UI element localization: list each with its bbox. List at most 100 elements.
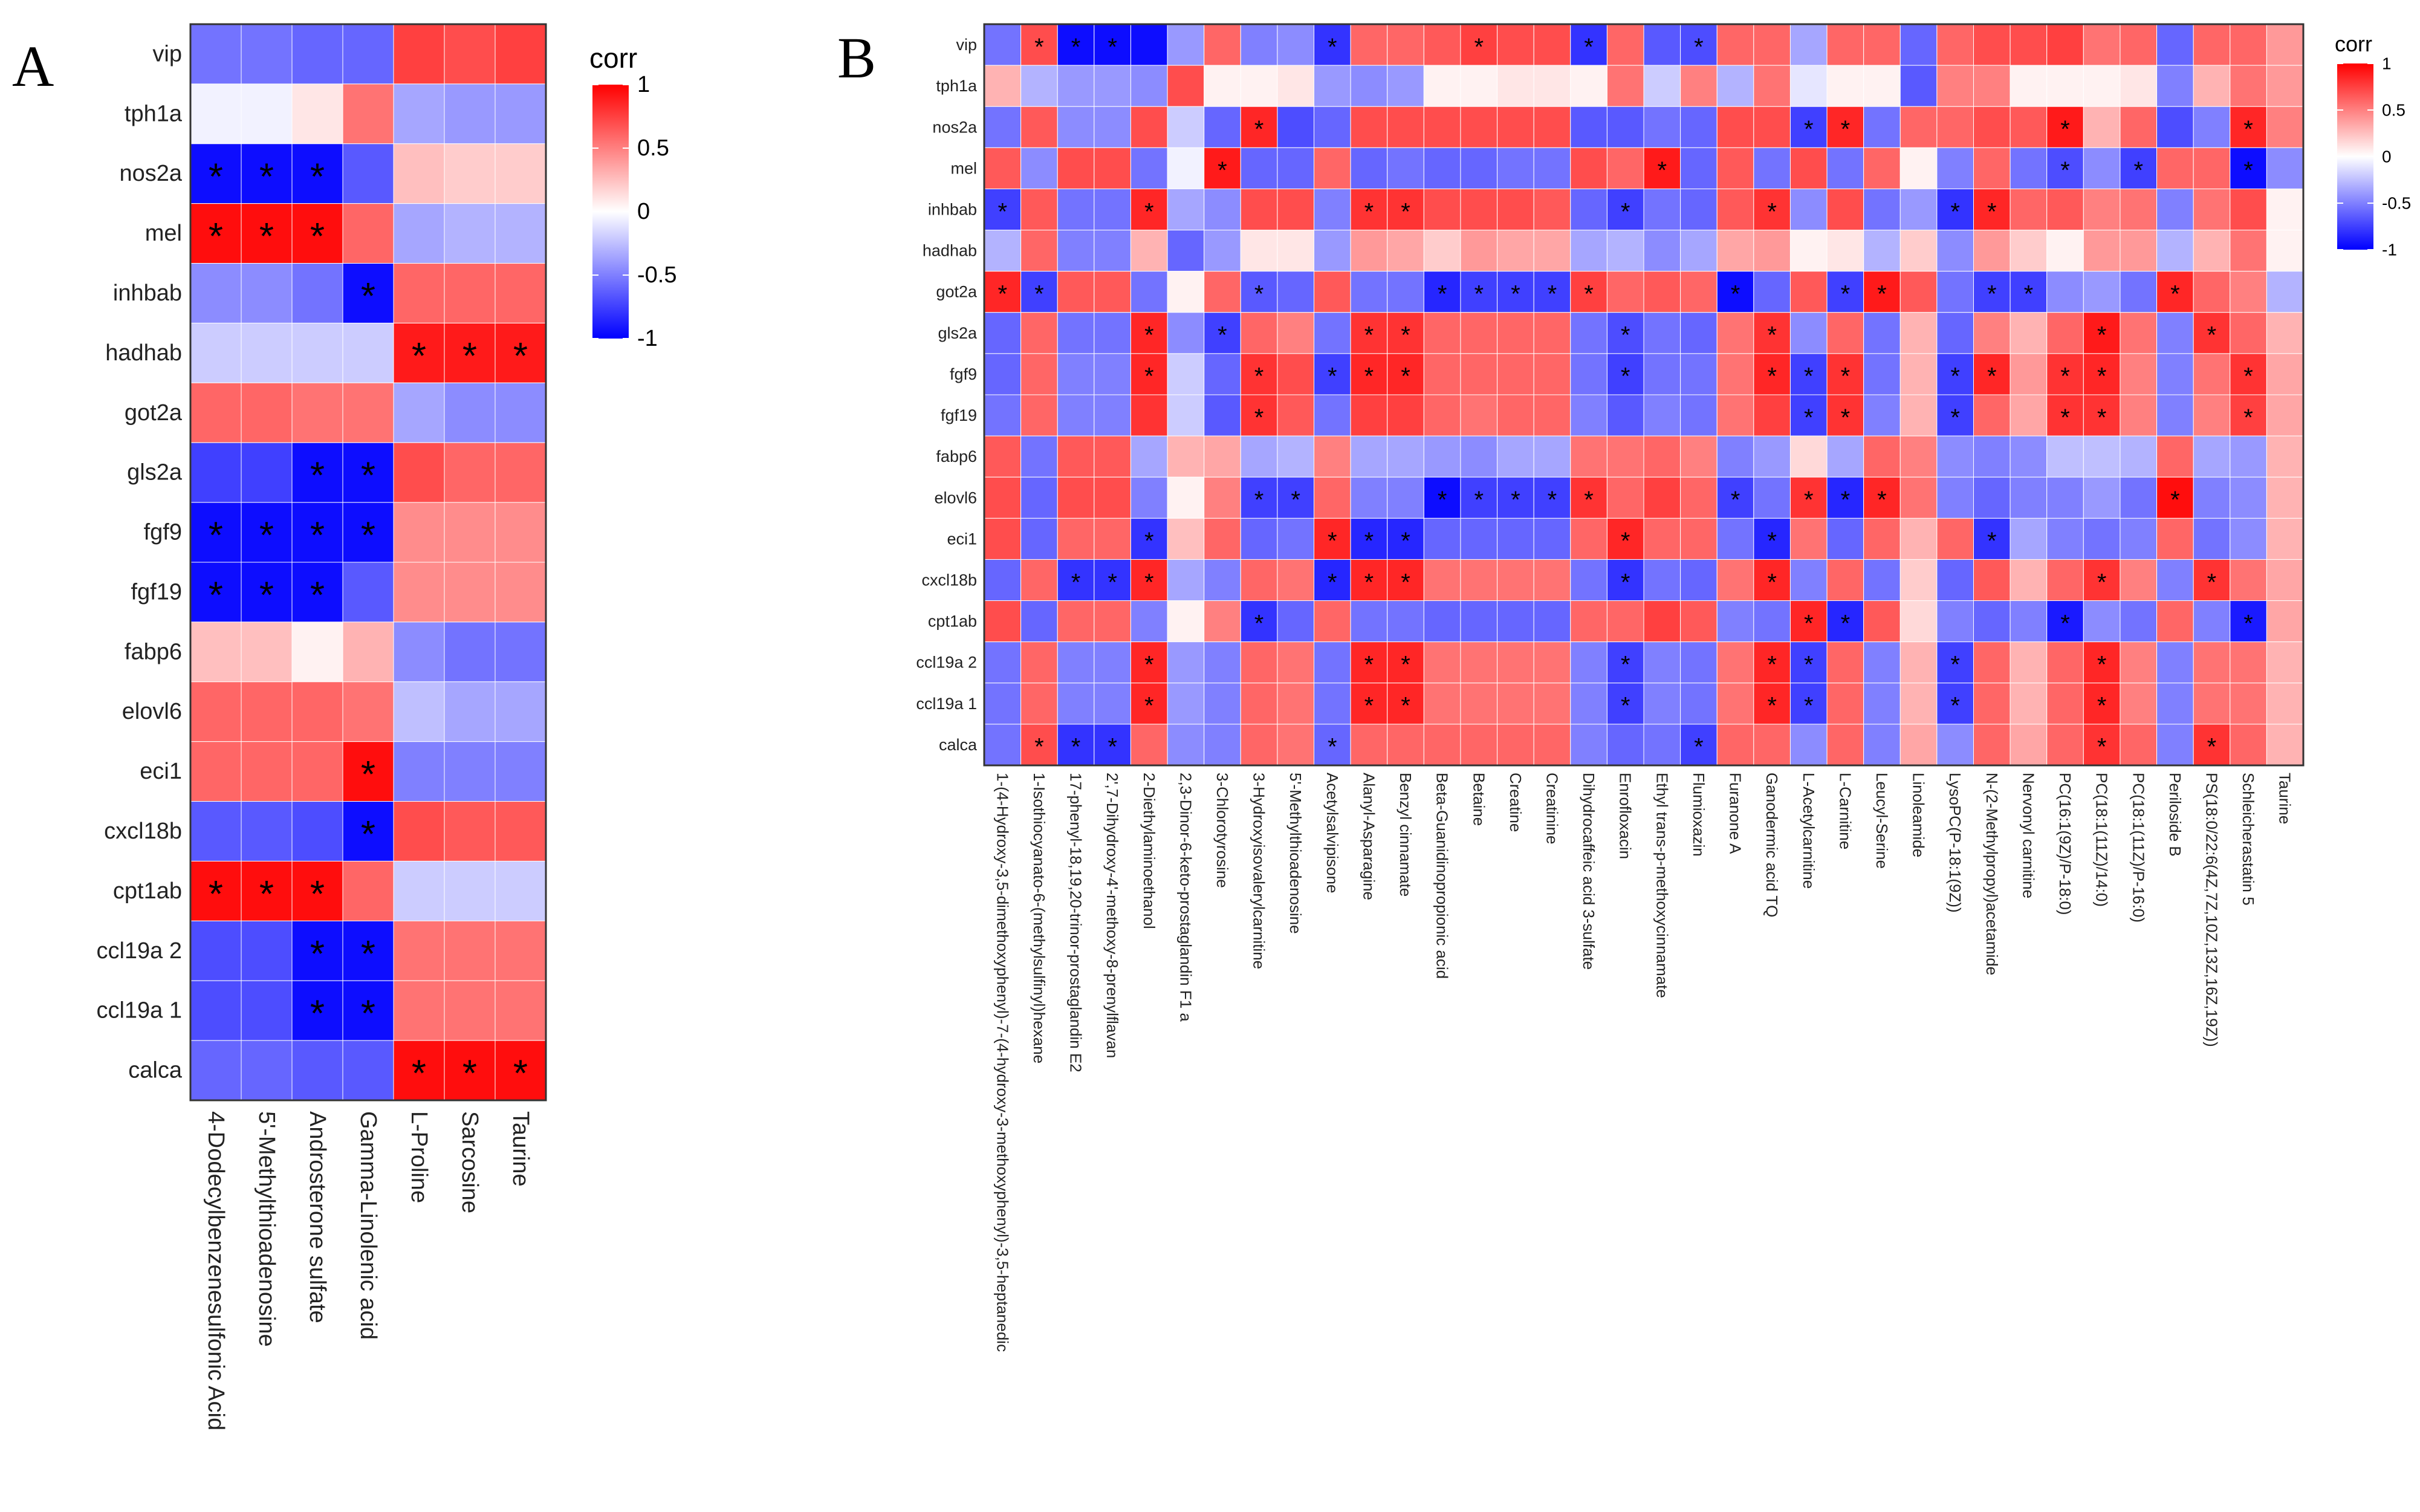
row-label: fgf19 bbox=[941, 406, 977, 424]
significance-star: * bbox=[1291, 487, 1300, 513]
heatmap-cell bbox=[1167, 147, 1205, 189]
significance-star: * bbox=[2097, 322, 2107, 349]
significance-star: * bbox=[1804, 363, 1814, 390]
heatmap-cell bbox=[1643, 24, 1681, 66]
heatmap-cell bbox=[1350, 724, 1388, 766]
heatmap-cell bbox=[2046, 106, 2084, 148]
row-label: hadhab bbox=[923, 242, 977, 260]
heatmap-cell bbox=[1240, 271, 1278, 313]
significance-star: * bbox=[462, 336, 477, 377]
heatmap-cell bbox=[190, 562, 242, 623]
legend-b-ticks: 1 0.5 0 -0.5 -1 bbox=[2337, 54, 2411, 259]
significance-star: * bbox=[1254, 281, 1264, 308]
column-label: 1-(4-Hydroxy-3,5-dimethoxyphenyl)-7-(4-h… bbox=[993, 773, 1011, 1352]
significance-star: * bbox=[2060, 157, 2070, 184]
heatmap-cell bbox=[1826, 476, 1864, 519]
significance-star: * bbox=[1950, 693, 1960, 719]
heatmap-cell bbox=[2230, 518, 2267, 560]
row-label: hadhab bbox=[105, 340, 182, 366]
heatmap-cell bbox=[1643, 600, 1681, 643]
column-label: Nervonyl carnitine bbox=[2019, 773, 2037, 898]
heatmap-cell bbox=[495, 322, 547, 383]
heatmap-cell bbox=[1936, 435, 1974, 478]
significance-star: * bbox=[2097, 569, 2107, 595]
significance-star: * bbox=[1621, 652, 1630, 678]
significance-star: * bbox=[412, 336, 426, 377]
heatmap-cell bbox=[2083, 394, 2121, 436]
heatmap-cell bbox=[2083, 106, 2121, 148]
heatmap-cell bbox=[984, 683, 1022, 725]
significance-star: * bbox=[209, 156, 223, 198]
heatmap-cell bbox=[2266, 106, 2304, 148]
significance-star: * bbox=[361, 933, 375, 975]
panel-b-legend: corr 1 0.5 0 -0.5 -1 bbox=[2335, 31, 2411, 259]
heatmap-cell bbox=[1094, 600, 1131, 643]
heatmap-cell bbox=[1387, 65, 1424, 107]
heatmap-cell bbox=[1533, 559, 1571, 602]
column-label: Flumioxazin bbox=[1690, 773, 1708, 857]
heatmap-cell bbox=[1387, 230, 1424, 272]
significance-star: * bbox=[1584, 34, 1594, 60]
heatmap-cell bbox=[1204, 65, 1241, 107]
heatmap-cell bbox=[1680, 24, 1718, 66]
heatmap-cell bbox=[1020, 600, 1058, 643]
heatmap-cell bbox=[1680, 271, 1718, 313]
heatmap-cell bbox=[1130, 559, 1168, 602]
column-label: N-(2-Methylpropyl)acetamide bbox=[1983, 773, 2001, 975]
column-label: Enrofloxacin bbox=[1617, 773, 1635, 859]
heatmap-cell bbox=[1387, 435, 1424, 478]
heatmap-cell bbox=[1387, 476, 1424, 519]
heatmap-cell bbox=[190, 24, 242, 85]
significance-star: * bbox=[1364, 363, 1374, 390]
heatmap-cell bbox=[1204, 188, 1241, 231]
heatmap-cell bbox=[393, 801, 445, 861]
column-label: Ethyl trans-p-methoxycinnamate bbox=[1653, 773, 1671, 998]
heatmap-cell bbox=[2010, 476, 2048, 519]
heatmap-cell bbox=[2083, 353, 2121, 395]
heatmap-cell bbox=[1899, 188, 1938, 231]
heatmap-cell bbox=[1533, 24, 1571, 66]
heatmap-cell bbox=[1094, 559, 1131, 602]
heatmap-cell bbox=[1826, 188, 1864, 231]
heatmap-cell bbox=[2193, 230, 2231, 272]
heatmap-cell bbox=[1460, 476, 1498, 519]
heatmap-cell bbox=[1789, 147, 1828, 189]
row-label: eci1 bbox=[140, 759, 182, 784]
heatmap-cell bbox=[1826, 65, 1864, 107]
significance-star: * bbox=[1767, 363, 1777, 390]
significance-star: * bbox=[259, 574, 274, 616]
heatmap-cell bbox=[495, 203, 547, 264]
heatmap-cell bbox=[1680, 147, 1718, 189]
heatmap-cell bbox=[1826, 683, 1864, 725]
heatmap-cell bbox=[1680, 518, 1718, 560]
column-label: LysoPC(P-18:1(9Z)) bbox=[1946, 773, 1964, 913]
column-label: 4-Dodecylbenzenesulfonic Acid bbox=[203, 1111, 229, 1430]
heatmap-cell bbox=[1936, 724, 1974, 766]
heatmap-cell bbox=[444, 263, 496, 323]
column-label: Gamma-Linolenic acid bbox=[355, 1111, 381, 1340]
significance-star: * bbox=[1621, 693, 1630, 719]
significance-star: * bbox=[1108, 569, 1117, 595]
significance-star: * bbox=[1621, 528, 1630, 554]
heatmap-cell bbox=[1277, 312, 1314, 354]
heatmap-cell bbox=[1533, 600, 1571, 643]
heatmap-cell bbox=[1533, 476, 1571, 519]
heatmap-cell bbox=[1240, 24, 1278, 66]
significance-star: * bbox=[1658, 157, 1667, 184]
heatmap-cell bbox=[2230, 65, 2267, 107]
significance-star: * bbox=[1328, 569, 1337, 595]
legend-tick-label: 0 bbox=[637, 199, 650, 224]
heatmap-cell bbox=[1863, 683, 1901, 725]
column-label: PS(18:0/22:6(4Z,7Z,10Z,13Z,16Z,19Z)) bbox=[2202, 773, 2220, 1047]
significance-star: * bbox=[1950, 363, 1960, 390]
heatmap-cell bbox=[1936, 353, 1974, 395]
significance-star: * bbox=[1438, 487, 1447, 513]
heatmap-cell bbox=[1753, 476, 1791, 519]
legend-tick-label: 0.5 bbox=[637, 135, 669, 161]
heatmap-cell bbox=[393, 203, 445, 264]
heatmap-cell bbox=[2046, 476, 2084, 519]
significance-star: * bbox=[1108, 734, 1117, 761]
heatmap-cell bbox=[2010, 683, 2048, 725]
heatmap-cell bbox=[1460, 147, 1498, 189]
heatmap-cell bbox=[1387, 312, 1424, 354]
